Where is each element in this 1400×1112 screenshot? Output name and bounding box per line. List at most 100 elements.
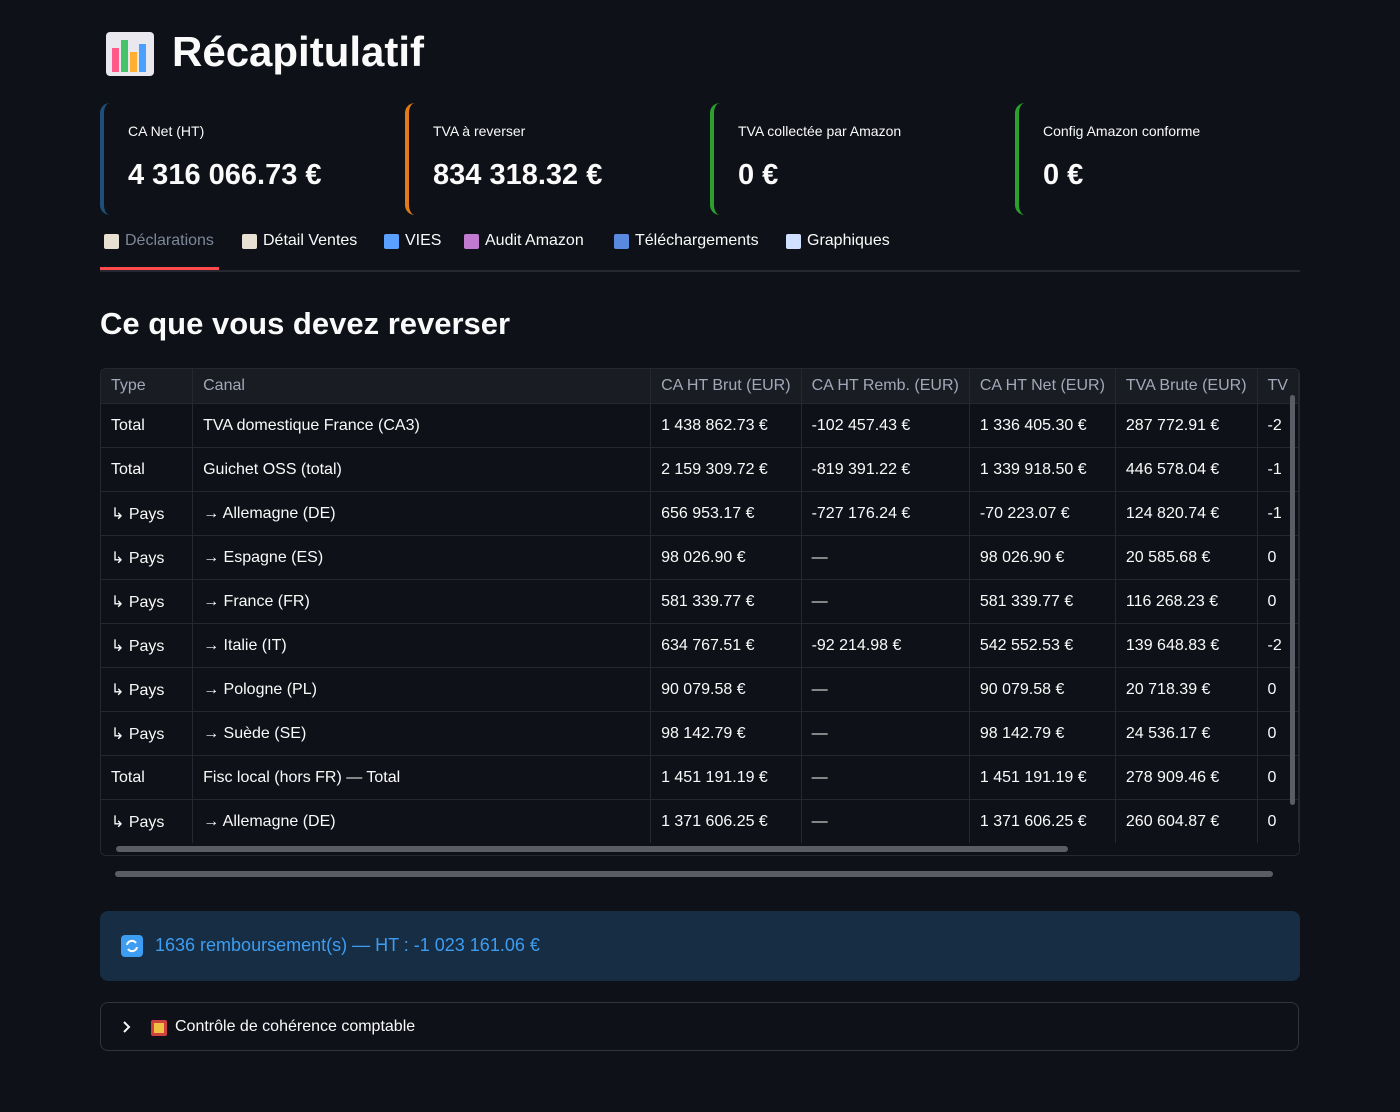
tab-label: Audit Amazon (485, 232, 584, 249)
table-cell: ↳ Pays (101, 535, 194, 580)
tab[interactable]: Audit Amazon (464, 232, 584, 250)
table-cell: → Espagne (ES) (192, 535, 652, 580)
table-cell: -727 176.24 € (801, 491, 970, 536)
table-cell: 90 079.58 € (650, 667, 802, 712)
table-cell: ↳ Pays (101, 623, 194, 668)
column-header: Canal (192, 369, 652, 404)
table-cell: — (801, 711, 970, 756)
table-row: Total Fisc local (hors FR) — Total 1 451 1… (101, 755, 1299, 800)
tab[interactable]: Déclarations (104, 232, 214, 250)
table-cell: Total (101, 403, 194, 448)
tab-bar: Déclarations Détail Ventes VIES Audit Amazo… (100, 228, 1300, 272)
metric-card: TVA à reverser 834 318.32 € (405, 103, 695, 215)
table-scrollbar (116, 846, 1068, 852)
table-cell: 2 159 309.72 € (650, 447, 802, 492)
table-cell: → France (FR) (192, 579, 652, 624)
table-cell: -102 457.43 € (801, 403, 970, 448)
table-row: ↳ Pays → Espagne (ES) 98 026.90 € —98 026.9… (101, 535, 1299, 580)
table-cell: Guichet OSS (total) (192, 447, 652, 492)
table-cell: 0 (1257, 799, 1299, 843)
table-row: ↳ Pays → Allemagne (DE) 1 371 606.25 € —1 3… (101, 799, 1299, 843)
column-header: Type (101, 369, 194, 404)
table-cell: 20 718.39 € (1115, 667, 1258, 712)
table-cell: → Italie (IT) (192, 623, 652, 668)
table-cell: → Pologne (PL) (192, 667, 652, 712)
tab-icon (242, 233, 257, 249)
table-cell: 98 142.79 € (969, 711, 1116, 756)
table-cell: — (801, 755, 970, 800)
metric-value: 834 318.32 € (433, 159, 603, 191)
table-cell: ↳ Pays (101, 579, 194, 624)
table-cell: 581 339.77 € (969, 579, 1116, 624)
table-cell: 260 604.87 € (1115, 799, 1258, 843)
table-cell: → Allemagne (DE) (192, 799, 652, 843)
column-header: CA HT Net (EUR) (969, 369, 1116, 404)
table-cell: TVA domestique France (CA3) (192, 403, 652, 448)
metric-label: TVA à reverser (433, 123, 526, 139)
table-cell: 446 578.04 € (1115, 447, 1258, 492)
table-cell: 1 451 191.19 € (969, 755, 1116, 800)
tab[interactable]: Détail Ventes (242, 232, 357, 250)
metric-label: Config Amazon conforme (1043, 123, 1201, 139)
table-cell: → Allemagne (DE) (192, 491, 652, 536)
table-cell: 124 820.74 € (1115, 491, 1258, 536)
table-cell: -70 223.07 € (969, 491, 1116, 536)
table-cell: ↳ Pays (101, 491, 194, 536)
table-cell: 1 451 191.19 € (650, 755, 802, 800)
table-cell: 1 438 862.73 € (650, 403, 802, 448)
active-tab-indicator (100, 267, 219, 270)
table-cell: 98 026.90 € (650, 535, 802, 580)
table-cell: -819 391.22 € (801, 447, 970, 492)
table-cell: 542 552.53 € (969, 623, 1116, 668)
data-table: Type Canal CA HT Brut (EUR) CA HT Remb. (EU… (100, 368, 1300, 856)
metric-label: CA Net (HT) (128, 123, 205, 139)
table-scrollbar-v (1290, 395, 1295, 805)
table-cell: 98 142.79 € (650, 711, 802, 756)
table-cell: 581 339.77 € (650, 579, 802, 624)
expander[interactable]: Contrôle de cohérence comptable (100, 1002, 1299, 1051)
tab-icon (384, 233, 399, 249)
table-row: ↳ Pays → Italie (IT) 634 767.51 € -92 214.9… (101, 623, 1299, 668)
table-cell: — (801, 799, 970, 843)
table-row: ↳ Pays → France (FR) 581 339.77 € —581 339.… (101, 579, 1299, 624)
tab-label: Graphiques (807, 232, 890, 249)
table-cell: 139 648.83 € (1115, 623, 1258, 668)
metric-label: TVA collectée par Amazon (738, 123, 902, 139)
info-text: 1636 remboursement(s) — HT : -1 023 161.… (155, 935, 540, 955)
tab-label: Déclarations (125, 232, 214, 249)
table-cell: 24 536.17 € (1115, 711, 1258, 756)
page-scrollbar (115, 871, 1273, 877)
table-cell: 634 767.51 € (650, 623, 802, 668)
tab[interactable]: Graphiques (786, 232, 890, 250)
table-row: ↳ Pays → Suède (SE) 98 142.79 € —98 142.79 … (101, 711, 1299, 756)
expander-icon (151, 1020, 167, 1036)
table-cell: 20 585.68 € (1115, 535, 1258, 580)
table-cell: → Suède (SE) (192, 711, 652, 756)
metric-card: Config Amazon conforme 0 € (1015, 103, 1305, 215)
tab-label: Détail Ventes (263, 232, 358, 249)
metric-value: 4 316 066.73 € (128, 159, 322, 191)
table-row: ↳ Pays → Pologne (PL) 90 079.58 € —90 079.5… (101, 667, 1299, 712)
metric-card: CA Net (HT) 4 316 066.73 € (100, 103, 390, 215)
table-cell: — (801, 535, 970, 580)
column-header: CA HT Remb. (EUR) (801, 369, 970, 404)
table-cell: 656 953.17 € (650, 491, 802, 536)
metric-value: 0 € (1043, 159, 1084, 191)
table-cell: 116 268.23 € (1115, 579, 1258, 624)
page-title: Récapitulatif (172, 28, 425, 75)
tab[interactable]: Téléchargements (614, 232, 759, 250)
table-cell: ↳ Pays (101, 799, 194, 843)
table-row: Total Guichet OSS (total) 2 159 309.72 € -8… (101, 447, 1299, 492)
table-cell: 98 026.90 € (969, 535, 1116, 580)
tab-icon (104, 233, 119, 249)
table-cell: 1 339 918.50 € (969, 447, 1116, 492)
header-row: Type Canal CA HT Brut (EUR) CA HT Remb. (EU… (101, 369, 1299, 404)
table-cell: 90 079.58 € (969, 667, 1116, 712)
table-cell: — (801, 667, 970, 712)
info-box: 1636 remboursement(s) — HT : -1 023 161.… (100, 911, 1300, 981)
table-cell: ↳ Pays (101, 667, 194, 712)
table-row: Total TVA domestique France (CA3) 1 438 86… (101, 403, 1299, 448)
tab[interactable]: VIES (384, 232, 441, 250)
tab-label: VIES (405, 232, 442, 249)
